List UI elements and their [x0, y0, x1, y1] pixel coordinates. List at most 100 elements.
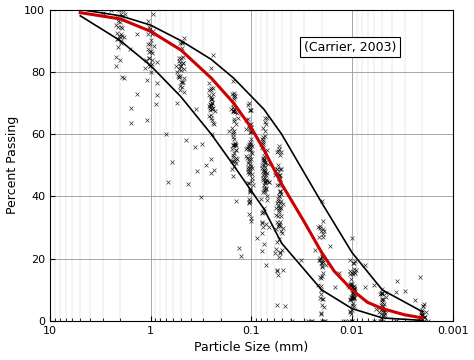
Text: (Carrier, 2003): (Carrier, 2003) — [304, 41, 396, 54]
Point — [228, 166, 236, 172]
Point — [350, 260, 358, 266]
Point — [180, 60, 187, 66]
Point — [207, 115, 215, 121]
Point — [331, 284, 339, 290]
Point — [349, 284, 356, 290]
Point — [318, 253, 326, 258]
Point — [378, 291, 386, 297]
Point — [152, 101, 160, 107]
Point — [230, 108, 238, 114]
Point — [230, 136, 237, 142]
Point — [209, 106, 216, 112]
Point — [273, 268, 281, 274]
Point — [229, 131, 237, 137]
Point — [275, 221, 283, 227]
Point — [259, 177, 266, 183]
Point — [272, 205, 280, 211]
Point — [146, 63, 154, 69]
Point — [262, 179, 269, 185]
Point — [205, 103, 213, 109]
Point — [243, 155, 251, 161]
Point — [175, 55, 182, 61]
Point — [411, 297, 419, 303]
Point — [318, 302, 326, 307]
Point — [231, 109, 239, 115]
Point — [263, 121, 270, 127]
Point — [422, 309, 430, 315]
Point — [274, 203, 282, 208]
Point — [392, 289, 400, 295]
Point — [322, 262, 330, 268]
Point — [249, 150, 256, 156]
Point — [247, 107, 255, 113]
Point — [232, 198, 239, 204]
Point — [208, 106, 215, 112]
Point — [377, 315, 385, 320]
Point — [249, 165, 256, 171]
Point — [263, 185, 270, 191]
Point — [246, 107, 254, 113]
Point — [378, 306, 385, 312]
Point — [259, 175, 266, 181]
Point — [260, 158, 268, 163]
Point — [225, 128, 232, 134]
Point — [318, 265, 326, 270]
Point — [370, 282, 378, 288]
Point — [258, 136, 266, 141]
Point — [246, 141, 253, 147]
Point — [348, 307, 356, 313]
Point — [120, 75, 128, 81]
Point — [320, 318, 328, 324]
Point — [379, 307, 387, 313]
Point — [275, 222, 283, 228]
Point — [274, 196, 282, 202]
Point — [113, 36, 121, 42]
Point — [420, 301, 428, 307]
Point — [175, 67, 182, 72]
Point — [248, 172, 256, 177]
Point — [349, 289, 356, 294]
Point — [261, 189, 269, 195]
Point — [112, 54, 120, 60]
Point — [133, 91, 141, 97]
Point — [348, 235, 356, 241]
Point — [210, 52, 217, 58]
Point — [383, 294, 390, 300]
Point — [242, 117, 250, 123]
Point — [318, 311, 325, 317]
Point — [350, 303, 357, 309]
Point — [180, 60, 187, 66]
Point — [233, 156, 240, 162]
Point — [258, 210, 265, 216]
Point — [272, 226, 279, 232]
Point — [178, 80, 185, 85]
Point — [245, 170, 252, 175]
Point — [305, 318, 312, 324]
Point — [202, 162, 210, 168]
Point — [230, 96, 237, 102]
Point — [375, 305, 383, 311]
Point — [347, 283, 355, 289]
Point — [419, 303, 427, 309]
Point — [145, 49, 153, 55]
Point — [346, 271, 354, 277]
Point — [416, 274, 424, 279]
Point — [229, 129, 237, 134]
Point — [177, 73, 184, 79]
Point — [351, 294, 358, 300]
Point — [246, 156, 253, 162]
Point — [230, 118, 238, 124]
Point — [231, 108, 238, 113]
Point — [242, 153, 249, 158]
Point — [261, 168, 269, 174]
Point — [275, 194, 283, 199]
Point — [279, 267, 286, 273]
Point — [208, 102, 215, 108]
Point — [244, 180, 252, 186]
Point — [261, 162, 268, 168]
Point — [191, 144, 199, 150]
Point — [279, 225, 286, 231]
Point — [209, 85, 217, 91]
Point — [260, 155, 267, 161]
Point — [279, 201, 286, 206]
